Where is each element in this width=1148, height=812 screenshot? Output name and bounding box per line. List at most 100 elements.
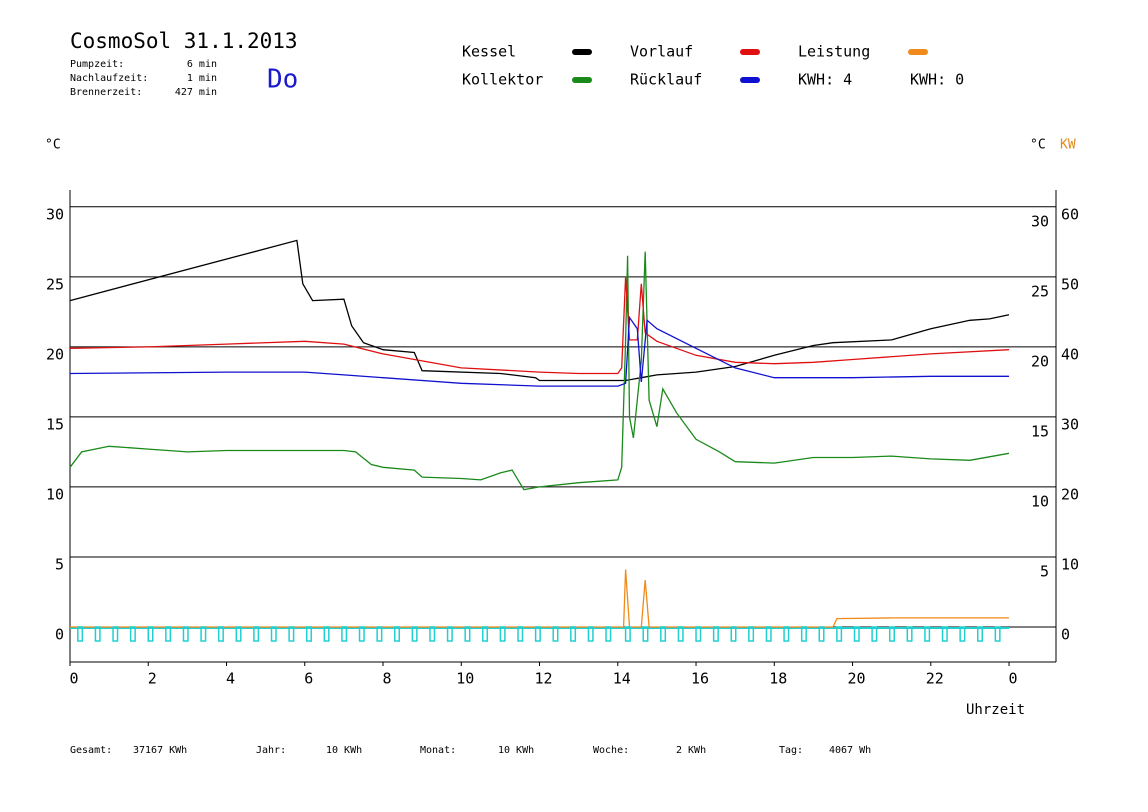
footer-value: 4067 Wh: [829, 745, 871, 756]
y-tick-label-right: 20: [1031, 352, 1049, 370]
y-tick-label: 25: [46, 275, 64, 293]
pulse: [288, 626, 295, 642]
y2-tick-label: 0: [1061, 625, 1070, 643]
legend-label: Kessel: [462, 43, 516, 61]
y-tick-label-right: 30: [1031, 212, 1049, 230]
pulse: [235, 626, 242, 642]
pulse: [712, 626, 719, 642]
y2-tick-label: 50: [1061, 275, 1079, 293]
pulse: [605, 626, 612, 642]
series-line: [69, 239, 1010, 382]
x-tick-label: 2: [148, 670, 157, 688]
pulse: [482, 626, 489, 642]
pulse: [941, 626, 948, 642]
y2-tick-label: 10: [1061, 555, 1079, 573]
pulse: [695, 626, 702, 642]
info-value: 6 min: [187, 59, 217, 70]
pulse: [376, 626, 383, 642]
pulse: [464, 626, 471, 642]
footer-value: 10 KWh: [326, 745, 362, 756]
y-tick-label: 20: [46, 345, 64, 363]
pulse: [77, 626, 84, 642]
series-line: [69, 276, 1010, 375]
pulse: [853, 626, 860, 642]
pulse: [270, 626, 277, 642]
y2-tick-label: 20: [1061, 485, 1079, 503]
pulse: [182, 626, 189, 642]
x-tick-label: 20: [848, 670, 866, 688]
info-value: 427 min: [175, 87, 217, 98]
pulse: [200, 626, 207, 642]
series-line: [69, 251, 1010, 491]
legend-label: Rücklauf: [630, 71, 702, 89]
kwh-label: KWH: 0: [910, 71, 964, 89]
pulse: [959, 626, 966, 642]
x-tick-label: 6: [304, 670, 313, 688]
y2-tick-label: 30: [1061, 415, 1079, 433]
pulse: [358, 626, 365, 642]
y-tick-label: 30: [46, 205, 64, 223]
x-tick-label: 18: [769, 670, 787, 688]
pulse: [888, 626, 895, 642]
pulse: [129, 626, 136, 642]
footer-label: Monat:: [420, 745, 456, 756]
pulse: [305, 626, 312, 642]
y-tick-label-right: 25: [1031, 282, 1049, 300]
pulse: [570, 626, 577, 642]
x-tick-label: 0: [1009, 670, 1018, 688]
info-label: Pumpzeit:: [70, 59, 124, 70]
pulse: [517, 626, 524, 642]
pulse: [394, 626, 401, 642]
pulse: [624, 626, 631, 642]
y-axis-label-right: °C: [1030, 138, 1046, 153]
footer-value: 2 KWh: [676, 745, 706, 756]
pulse: [660, 626, 667, 642]
pulse: [730, 626, 737, 642]
pulse: [677, 626, 684, 642]
kwh-label: KWH: 4: [798, 71, 852, 89]
legend-label: Vorlauf: [630, 43, 693, 61]
pulse: [587, 626, 594, 642]
pulse: [552, 626, 559, 642]
pulse: [642, 626, 649, 642]
pulse: [253, 626, 260, 642]
chart-title: CosmoSol 31.1.2013: [70, 29, 298, 53]
footer-label: Tag:: [779, 745, 803, 756]
pulse: [748, 626, 755, 642]
pulse: [976, 626, 983, 642]
x-tick-label: 14: [613, 670, 631, 688]
footer-label: Gesamt:: [70, 745, 112, 756]
footer-value: 37167 KWh: [133, 745, 187, 756]
x-axis-label: Uhrzeit: [966, 702, 1025, 718]
x-tick-label: 12: [534, 670, 552, 688]
series-line: [69, 315, 1009, 387]
footer-label: Woche:: [593, 745, 629, 756]
pulse: [217, 626, 224, 642]
pulse: [341, 626, 348, 642]
info-label: Brennerzeit:: [70, 87, 142, 98]
pulse: [534, 626, 541, 642]
pulse: [836, 626, 843, 642]
pulse: [924, 626, 931, 642]
x-tick-label: 0: [69, 670, 78, 688]
y-tick-label: 0: [55, 625, 64, 643]
pulse: [411, 626, 418, 642]
x-tick-label: 4: [226, 670, 235, 688]
y-tick-label: 5: [55, 555, 64, 573]
pulse: [800, 626, 807, 642]
pulse: [323, 626, 330, 642]
y-tick-label-right: 5: [1040, 562, 1049, 580]
info-label: Nachlaufzeit:: [70, 73, 148, 84]
y-tick-label: 15: [46, 415, 64, 433]
pulse: [994, 626, 1001, 642]
x-tick-label: 10: [456, 670, 474, 688]
pulse: [783, 626, 790, 642]
y2-axis-label: KW: [1060, 138, 1076, 153]
series-line: [70, 569, 1009, 628]
y2-tick-label: 60: [1061, 205, 1079, 223]
x-tick-label: 22: [926, 670, 944, 688]
pulse: [871, 626, 878, 642]
pulse: [165, 626, 172, 642]
x-tick-label: 16: [691, 670, 709, 688]
